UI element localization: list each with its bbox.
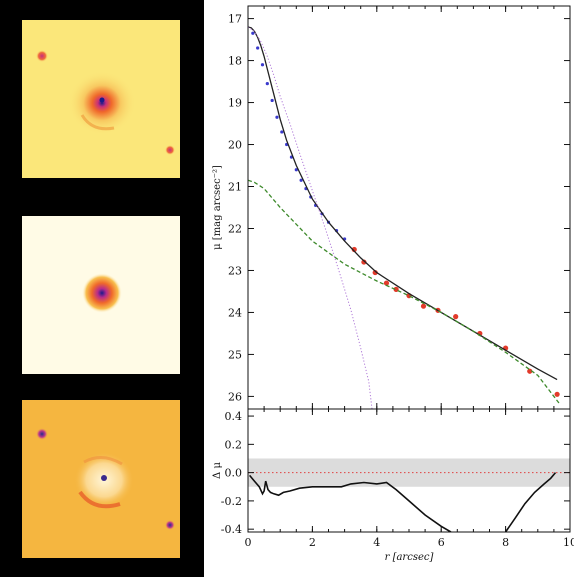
series-line-dotted: [248, 26, 373, 409]
y-tick-label: -0.4: [221, 523, 242, 536]
x-tick-label: 8: [502, 536, 509, 549]
data-point: [361, 259, 367, 265]
x-tick-label: 4: [373, 536, 380, 549]
plot-area: [248, 26, 561, 409]
plot-frame: [247, 5, 571, 410]
data-point: [256, 46, 260, 50]
x-tick-label: 6: [438, 536, 445, 549]
image-column: [0, 0, 204, 577]
data-point: [299, 178, 303, 182]
y-tick-label: 0.2: [225, 438, 243, 451]
galaxy-model-picture: [22, 216, 180, 374]
x-axis-label: r [arcsec]: [385, 552, 434, 563]
y-tick-label: 20: [228, 139, 242, 152]
data-point: [383, 280, 390, 286]
y-tick-label: -0.2: [221, 495, 242, 508]
data-point: [265, 82, 269, 86]
data-point: [453, 314, 459, 320]
y-axis-label: Δ μ: [212, 462, 223, 479]
galaxy-model-image: [22, 216, 180, 374]
plot-area: [248, 458, 570, 532]
y-tick-label: 21: [228, 181, 242, 194]
y-tick-label: 24: [228, 306, 242, 319]
x-tick-label: 2: [309, 536, 316, 549]
series-line-solid: [248, 26, 558, 381]
x-tick-label: 10: [563, 536, 574, 549]
y-tick-label: 0.4: [225, 410, 243, 423]
data-point: [420, 303, 427, 309]
series-line-solid: [248, 474, 452, 532]
series-line-solid: [504, 472, 557, 532]
y-axis-label: μ [mag arcsec⁻²]: [212, 165, 223, 250]
y-tick-label: 18: [228, 55, 242, 68]
series-line-dashed: [248, 179, 561, 406]
data-point: [351, 246, 357, 253]
surface-brightness-plot: 17 18 19 20 21 22 23 24 25 26 μ [mag arcsec⁻²]: [212, 5, 571, 410]
galaxy-data-image: [22, 20, 180, 178]
y-tick-label: 17: [228, 13, 242, 26]
y-tick-label: 25: [228, 348, 242, 361]
galaxy-residual-image: [22, 400, 180, 558]
data-point: [270, 98, 274, 103]
x-tick-label: 0: [245, 536, 252, 549]
data-point: [393, 286, 399, 292]
y-tick-label: 22: [228, 222, 242, 235]
data-point: [280, 130, 284, 134]
y-tick-label: 19: [228, 97, 242, 110]
data-point: [554, 391, 560, 397]
y-tick-label: 23: [228, 264, 242, 277]
data-point: [275, 115, 279, 119]
data-point: [527, 368, 533, 374]
data-point: [372, 269, 378, 276]
data-point: [260, 63, 265, 67]
y-tick-label: 26: [228, 390, 242, 403]
galaxy-residual-picture: [22, 400, 180, 558]
y-tick-label: 0.0: [225, 467, 243, 480]
data-point: [294, 168, 298, 172]
data-point: [251, 31, 255, 35]
residual-plot: 0 2 4 6 8 10 0.4 0.2 0.0 -0.2 -0.4 Δ μ r [arcsec]: [212, 408, 574, 563]
galaxy-data-picture: [22, 20, 180, 178]
